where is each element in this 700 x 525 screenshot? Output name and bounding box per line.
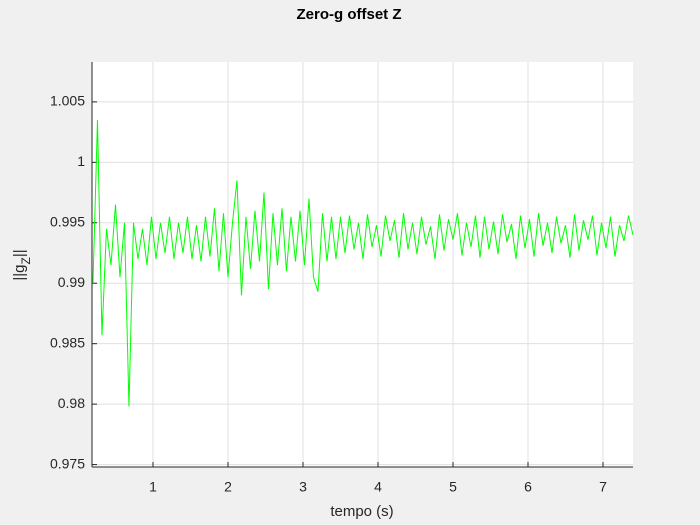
- y-tick-label: 0.985: [50, 334, 85, 350]
- x-tick-label: 6: [524, 479, 532, 495]
- y-tick-label: 0.99: [58, 274, 85, 290]
- y-axis-label: ||gZ||: [11, 249, 33, 280]
- chart-title: Zero-g offset Z: [297, 6, 402, 23]
- y-axis-label-part: ||: [11, 249, 28, 257]
- x-tick-label: 4: [374, 479, 382, 495]
- x-tick-label: 1: [149, 479, 157, 495]
- x-axis-label: tempo (s): [330, 503, 393, 520]
- x-tick-label: 5: [449, 479, 457, 495]
- x-tick-label: 2: [224, 479, 232, 495]
- y-tick-label: 0.98: [58, 395, 85, 411]
- y-tick-label: 0.975: [50, 455, 85, 471]
- y-tick-label: 1.005: [50, 93, 85, 109]
- y-axis-label-part: Z: [19, 257, 33, 264]
- y-axis-label-part: ||g: [11, 265, 28, 281]
- y-tick-label: 1: [77, 153, 85, 169]
- y-tick-label: 0.995: [50, 213, 85, 229]
- plot-area: [92, 62, 633, 467]
- x-tick-label: 7: [599, 479, 607, 495]
- data-line: [92, 120, 634, 407]
- x-tick-label: 3: [299, 479, 307, 495]
